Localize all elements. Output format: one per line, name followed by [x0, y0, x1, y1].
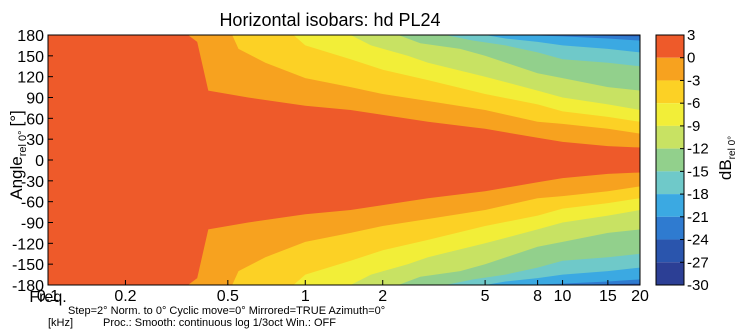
x-axis-label-line1: Freq. [29, 289, 66, 306]
y-axis-label-main: Angle [7, 156, 26, 199]
y-axis-label: Anglerel 0° [°] [7, 110, 29, 200]
params-line-1: Step=2° Norm. to 0° Cyclic move=0° Mirro… [68, 305, 385, 317]
x-tick-label: 10 [554, 288, 572, 305]
y-axis: 180 150 120 90 60 30 0 -30 -60 -90 -120 -150 -180 [12, 28, 53, 295]
colorbar-segment [656, 262, 684, 285]
y-tick-label: -180 [12, 278, 44, 295]
colorbar-ticks: 3 0 -3 -6 -9 -12 -15 -18 -21 -24 -27 -30 [680, 27, 709, 294]
colorbar-segment [656, 148, 684, 172]
colorbar-label: dBrel 0° [716, 136, 738, 180]
params-line-2: Proc.: Smooth: continuous log 1/3oct Win… [103, 317, 336, 329]
y-tick-label: 0 [35, 153, 44, 170]
colorbar-tick-label: -9 [687, 118, 700, 135]
colorbar-tick-label: -30 [687, 277, 709, 294]
y-tick-label: -120 [12, 236, 44, 253]
colorbar-segment [656, 194, 684, 217]
y-tick-label: -90 [21, 216, 44, 233]
x-tick-label: 1 [301, 288, 310, 305]
x-tick-label: 0.2 [114, 288, 136, 305]
colorbar-segment [656, 216, 684, 240]
y-tick-label: 150 [17, 49, 44, 66]
x-tick-label: 0.5 [217, 288, 239, 305]
x-tick-label: 8 [533, 288, 542, 305]
colorbar-tick-label: -24 [687, 232, 709, 249]
isobar-band-upper [485, 35, 640, 53]
isobar-band-upper [522, 35, 640, 41]
colorbar-segment [656, 239, 684, 263]
y-axis-label-unit: [°] [7, 110, 26, 126]
colorbar-label-main: dB [716, 159, 735, 180]
colorbar-tick-label: -27 [687, 254, 709, 271]
x-axis-label-line2: [kHz] [48, 317, 73, 329]
colorbar-label-sub: rel 0° [727, 136, 738, 159]
plot-area [47, 34, 641, 286]
y-tick-label: -150 [12, 257, 44, 274]
x-tick-label: 15 [599, 288, 617, 305]
colorbar-tick-label: -21 [687, 209, 709, 226]
colorbar-frame [655, 34, 685, 286]
colorbar [655, 34, 685, 286]
svg-text:Anglerel 0°[°]: Anglerel 0° [°] [7, 110, 29, 200]
colorbar-tick-label: 0 [687, 50, 695, 67]
isobar-band-lower [485, 267, 640, 285]
colorbar-tick-label: 3 [687, 27, 695, 44]
isobar-band-lower [522, 279, 640, 285]
y-tick-label: 60 [26, 111, 44, 128]
y-tick-label: 180 [17, 28, 44, 45]
colorbar-segment [656, 35, 684, 58]
colorbar-tick-label: -12 [687, 141, 709, 158]
y-tick-label: 30 [26, 132, 44, 149]
y-tick-label: -60 [21, 195, 44, 212]
colorbar-tick-label: -15 [687, 163, 709, 180]
y-axis-label-sub: rel 0° [17, 130, 29, 156]
colorbar-tick-label: -6 [687, 95, 700, 112]
colorbar-segment [656, 171, 684, 195]
x-tick-label: 5 [481, 288, 490, 305]
x-tick-label: 2 [378, 288, 387, 305]
colorbar-segment [656, 125, 684, 149]
colorbar-segment [656, 103, 684, 126]
colorbar-segment [656, 57, 684, 81]
x-axis: 0.1 0.2 0.5 1 2 5 8 10 15 20 [37, 280, 649, 305]
svg-text:dBrel 0°: dBrel 0° [716, 136, 738, 180]
colorbar-segment [656, 80, 684, 104]
chart-title: Horizontal isobars: hd PL24 [219, 10, 440, 30]
y-tick-label: 120 [17, 70, 44, 87]
x-tick-label: 20 [631, 288, 649, 305]
colorbar-tick-label: -3 [687, 72, 700, 89]
colorbar-tick-label: -18 [687, 186, 709, 203]
y-tick-label: -30 [21, 174, 44, 191]
x-tick-label: 0.1 [37, 288, 59, 305]
y-tick-label: 90 [26, 91, 44, 108]
